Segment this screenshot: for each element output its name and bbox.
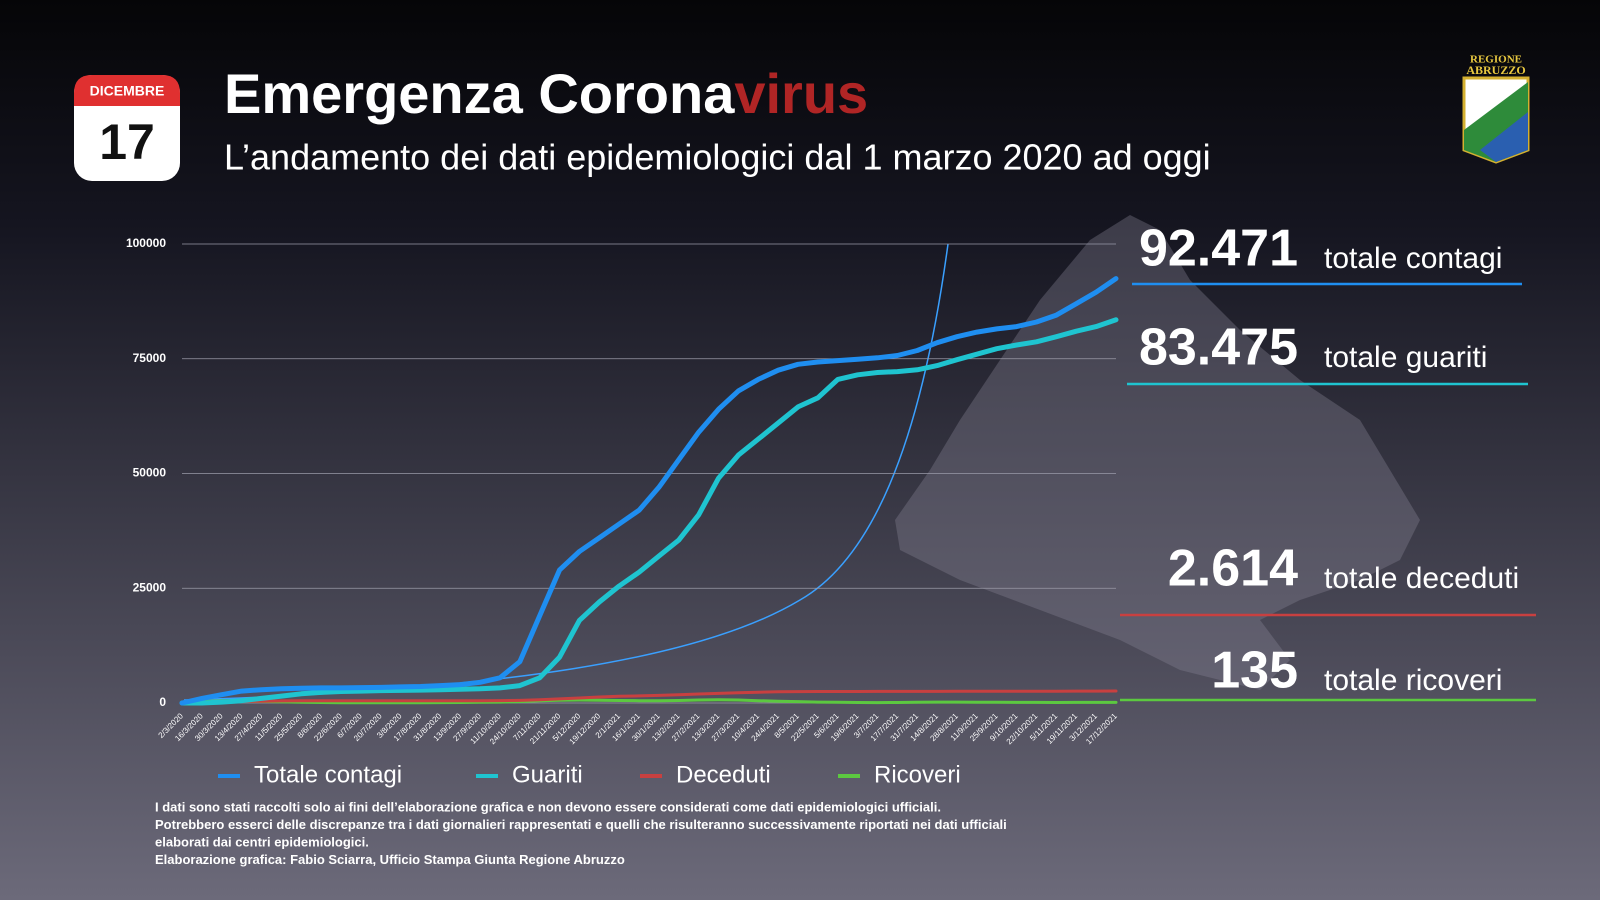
subtitle: L’andamento dei dati epidemiologici dal … bbox=[224, 137, 1211, 178]
total-label: totale contagi bbox=[1324, 242, 1502, 275]
title: Emergenza Coronavirus bbox=[224, 62, 868, 125]
total-label: totale deceduti bbox=[1324, 562, 1519, 595]
legend-label: Guariti bbox=[512, 761, 583, 788]
calendar-day: 17 bbox=[99, 114, 155, 170]
legend-label: Deceduti bbox=[676, 761, 771, 788]
total-value: 135 bbox=[1211, 642, 1298, 700]
logo-blue bbox=[1480, 112, 1528, 162]
total-value: 92.471 bbox=[1139, 220, 1298, 278]
title-main: Emergenza Corona bbox=[224, 62, 735, 125]
y-tick-label: 50000 bbox=[133, 466, 167, 480]
footnote-line: Potrebbero esserci delle discrepanze tra… bbox=[155, 817, 1007, 832]
legend-label: Totale contagi bbox=[254, 761, 402, 788]
y-tick-label: 25000 bbox=[133, 580, 167, 594]
footnote-line: Elaborazione grafica: Fabio Sciarra, Uff… bbox=[155, 852, 625, 867]
calendar-month: DICEMBRE bbox=[90, 83, 165, 99]
total-label: totale ricoveri bbox=[1324, 664, 1502, 697]
title-accent: virus bbox=[734, 62, 868, 125]
total-label: totale guariti bbox=[1324, 341, 1487, 374]
footnote-line: elaborati dai centri epidemiologici. bbox=[155, 834, 369, 849]
calendar-header bbox=[74, 75, 180, 106]
legend-label: Ricoveri bbox=[874, 761, 961, 788]
logo-text: ABRUZZO bbox=[1466, 63, 1525, 77]
y-tick-label: 0 bbox=[159, 695, 166, 709]
total-value: 83.475 bbox=[1139, 319, 1298, 377]
y-tick-label: 100000 bbox=[126, 236, 166, 250]
series-line bbox=[180, 698, 1118, 705]
series-line bbox=[179, 276, 1119, 706]
footnote-line: I dati sono stati raccolti solo ai fini … bbox=[155, 799, 941, 814]
footnote: I dati sono stati raccolti solo ai fini … bbox=[155, 799, 1007, 867]
series-line bbox=[180, 689, 1118, 705]
region-map bbox=[895, 215, 1420, 690]
logo-text: REGIONE bbox=[1470, 54, 1522, 66]
plot: 02500050000750001000002/3/202016/3/20203… bbox=[126, 220, 1536, 788]
series-line bbox=[179, 317, 1119, 706]
total-value: 2.614 bbox=[1168, 540, 1298, 598]
y-tick-label: 75000 bbox=[133, 351, 167, 365]
